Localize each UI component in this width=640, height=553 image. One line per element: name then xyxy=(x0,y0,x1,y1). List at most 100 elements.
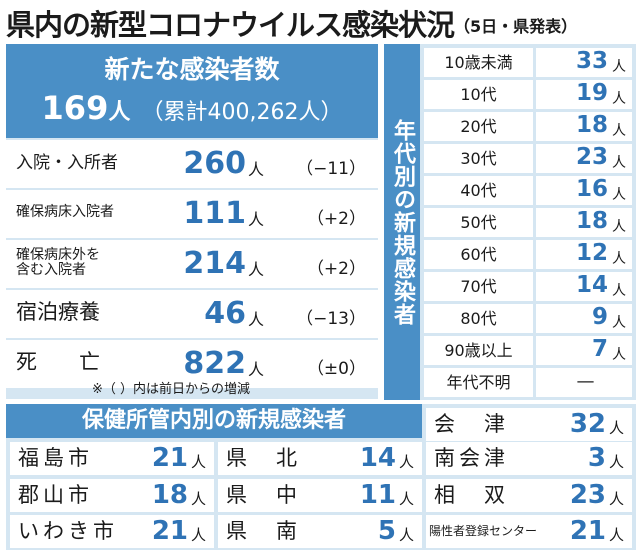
status-unit: 人 xyxy=(248,210,265,229)
region-cell: いわき市 21 人 xyxy=(10,515,214,548)
age-value: — xyxy=(576,371,595,392)
status-unit: 人 xyxy=(248,310,265,329)
region-label: いわき市 xyxy=(18,519,118,543)
region-unit: 人 xyxy=(608,526,624,544)
region-cell: 会 津 32 人 xyxy=(426,408,632,441)
age-value: 9 xyxy=(591,304,608,330)
region-cell: 県 北 14 人 xyxy=(218,442,422,475)
region-label: 陽性者登録センター xyxy=(429,524,538,538)
age-row: 30代 23 人 xyxy=(424,144,632,173)
age-value: 19 xyxy=(575,80,608,106)
age-unit: 人 xyxy=(612,123,626,139)
age-label: 40代 xyxy=(424,176,536,205)
age-label: 年代不明 xyxy=(424,368,536,397)
age-row: 70代 14 人 xyxy=(424,272,632,301)
age-value: 23 xyxy=(575,144,608,170)
status-value: 822 xyxy=(183,346,246,381)
age-unit: 人 xyxy=(612,187,626,203)
age-value-cell: 16 人 xyxy=(539,176,632,205)
summary-heading: 新たな感染者数 xyxy=(104,55,280,84)
region-value: 11 xyxy=(359,480,396,510)
age-value: 18 xyxy=(575,208,608,234)
region-value: 21 xyxy=(569,516,606,546)
age-value-cell: — xyxy=(539,368,632,397)
status-diff: （−13） xyxy=(296,309,366,329)
new-cases-line: 169人 （累計400,262人） xyxy=(6,89,378,127)
region-unit: 人 xyxy=(190,526,206,544)
region-label: 県 北 xyxy=(226,446,301,470)
age-value-cell: 33 人 xyxy=(539,48,632,77)
region-unit: 人 xyxy=(608,490,624,508)
age-label: 50代 xyxy=(424,208,536,237)
status-value: 260 xyxy=(183,146,246,181)
age-value: 7 xyxy=(591,336,608,362)
region-value: 3 xyxy=(587,443,606,473)
age-label: 60代 xyxy=(424,240,536,269)
region-value: 21 xyxy=(151,516,188,546)
status-value: 46 xyxy=(204,296,246,331)
summary-header: 新たな感染者数 169人 （累計400,262人） xyxy=(6,44,378,138)
age-row: 40代 16 人 xyxy=(424,176,632,205)
region-label: 福島市 xyxy=(18,446,93,470)
age-value: 12 xyxy=(575,240,608,266)
age-table: 年代別の新規感染者 10歳未満 33 人 10代 19 人 20代 18 人 30代 23 人 40代 1… xyxy=(384,44,636,400)
age-value-cell: 12 人 xyxy=(539,240,632,269)
status-row: 宿泊療養 46 人 （−13） xyxy=(6,288,378,338)
age-unit: 人 xyxy=(612,315,626,331)
age-label: 80代 xyxy=(424,304,536,333)
age-row: 60代 12 人 xyxy=(424,240,632,269)
region-value: 21 xyxy=(151,443,188,473)
age-unit: 人 xyxy=(612,59,626,75)
age-row: 90歳以上 7 人 xyxy=(424,336,632,365)
age-label: 90歳以上 xyxy=(424,336,536,365)
region-value: 23 xyxy=(569,480,606,510)
region-unit: 人 xyxy=(608,453,624,471)
age-unit: 人 xyxy=(612,283,626,299)
region-unit: 人 xyxy=(398,490,414,508)
age-row: 10歳未満 33 人 xyxy=(424,48,632,77)
region-cell: 福島市 21 人 xyxy=(10,442,214,475)
age-row: 80代 9 人 xyxy=(424,304,632,333)
status-value: 214 xyxy=(183,246,246,281)
age-value-cell: 14 人 xyxy=(539,272,632,301)
age-unit: 人 xyxy=(612,347,626,363)
age-row: 10代 19 人 xyxy=(424,80,632,109)
status-label: 確保病床外を 含む入院者 xyxy=(16,246,100,278)
region-label: 郡山市 xyxy=(18,483,93,507)
region-unit: 人 xyxy=(190,453,206,471)
new-cases-unit: 人 xyxy=(108,100,131,125)
age-table-heading: 年代別の新規感染者 xyxy=(384,44,420,400)
age-value: 14 xyxy=(575,272,608,298)
age-row: 年代不明 — xyxy=(424,368,632,397)
region-unit: 人 xyxy=(608,419,624,437)
age-label: 10歳未満 xyxy=(424,48,536,77)
region-value: 5 xyxy=(377,516,396,546)
region-cell: 相 双 23 人 xyxy=(426,479,632,512)
region-value: 32 xyxy=(569,409,606,439)
status-value: 111 xyxy=(183,196,246,231)
title-sub: （5日・県発表） xyxy=(454,17,578,36)
status-diff: （−11） xyxy=(296,159,366,179)
status-diff: （+2） xyxy=(306,259,366,279)
region-unit: 人 xyxy=(398,526,414,544)
age-value-cell: 23 人 xyxy=(539,144,632,173)
status-row: 死 亡 822 人 （±0） xyxy=(6,338,378,388)
region-label: 県 中 xyxy=(226,483,301,507)
age-label: 10代 xyxy=(424,80,536,109)
region-value: 18 xyxy=(151,480,188,510)
status-diff: （+2） xyxy=(306,209,366,229)
new-cases-value: 169 xyxy=(41,89,109,127)
status-unit: 人 xyxy=(248,360,265,379)
region-label: 会 津 xyxy=(434,412,509,436)
status-label: 確保病床入院者 xyxy=(16,204,114,221)
age-value-cell: 18 人 xyxy=(539,208,632,237)
age-label: 30代 xyxy=(424,144,536,173)
region-unit: 人 xyxy=(190,490,206,508)
age-value: 16 xyxy=(575,176,608,202)
status-row: 確保病床入院者 111 人 （+2） xyxy=(6,188,378,238)
age-label: 70代 xyxy=(424,272,536,301)
status-label: 死 亡 xyxy=(16,350,100,375)
